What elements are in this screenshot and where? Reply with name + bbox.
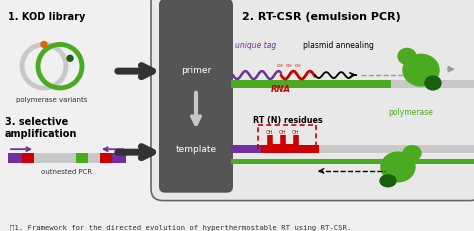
Bar bbox=[22, 153, 34, 163]
Bar bbox=[391, 81, 474, 88]
FancyBboxPatch shape bbox=[151, 0, 474, 201]
Bar bbox=[34, 153, 56, 163]
Bar bbox=[231, 81, 391, 88]
Text: unique tag: unique tag bbox=[235, 41, 276, 50]
Text: OH: OH bbox=[277, 64, 283, 68]
Text: plasmid annealing: plasmid annealing bbox=[302, 41, 374, 50]
Text: 1. KOD library: 1. KOD library bbox=[8, 12, 85, 22]
Text: RNA: RNA bbox=[271, 85, 291, 94]
Text: OH: OH bbox=[292, 129, 300, 134]
Bar bbox=[231, 146, 261, 153]
Bar bbox=[100, 153, 112, 163]
Bar bbox=[88, 153, 100, 163]
Text: OH: OH bbox=[295, 64, 301, 68]
Text: OH: OH bbox=[279, 129, 287, 134]
Bar bbox=[76, 153, 88, 163]
Text: primer: primer bbox=[181, 65, 211, 74]
Bar bbox=[319, 146, 474, 153]
FancyBboxPatch shape bbox=[159, 0, 233, 193]
Text: polymerase variants: polymerase variants bbox=[16, 96, 88, 102]
Text: 图1. Framework for the directed evolution of hyperthermostable RT using RT-CSR.: 图1. Framework for the directed evolution… bbox=[10, 223, 351, 230]
Ellipse shape bbox=[403, 55, 439, 87]
Bar bbox=[56, 153, 76, 163]
Circle shape bbox=[41, 42, 47, 48]
Bar bbox=[231, 159, 474, 164]
Text: template: template bbox=[175, 144, 217, 153]
Ellipse shape bbox=[425, 77, 441, 91]
Text: polymerase: polymerase bbox=[389, 108, 433, 117]
Bar bbox=[112, 153, 126, 163]
Text: RT (N) residues: RT (N) residues bbox=[253, 116, 323, 125]
Bar bbox=[261, 146, 319, 153]
Text: outnested PCR: outnested PCR bbox=[41, 168, 92, 174]
Circle shape bbox=[67, 56, 73, 62]
Ellipse shape bbox=[403, 146, 421, 161]
Bar bbox=[8, 153, 22, 163]
Text: 2. RT-CSR (emulsion PCR): 2. RT-CSR (emulsion PCR) bbox=[242, 12, 401, 22]
Ellipse shape bbox=[381, 152, 415, 182]
Text: 3. selective
amplification: 3. selective amplification bbox=[5, 116, 77, 138]
Ellipse shape bbox=[398, 49, 416, 65]
Text: OH: OH bbox=[286, 64, 292, 68]
Text: OH: OH bbox=[266, 129, 274, 134]
Ellipse shape bbox=[380, 175, 396, 187]
